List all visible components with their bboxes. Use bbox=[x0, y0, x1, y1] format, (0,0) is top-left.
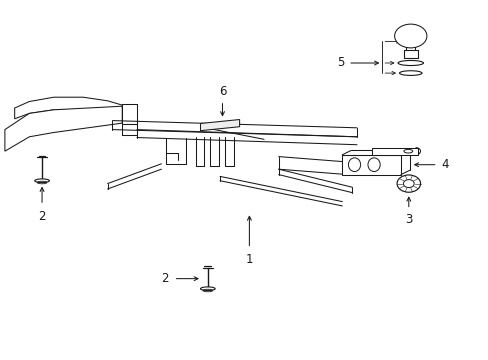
Text: 3: 3 bbox=[404, 213, 412, 226]
Text: 4: 4 bbox=[440, 158, 447, 171]
Circle shape bbox=[394, 24, 426, 48]
Bar bbox=[403, 50, 417, 58]
Bar bbox=[342, 155, 400, 175]
Text: 6: 6 bbox=[218, 85, 226, 98]
Circle shape bbox=[396, 175, 420, 192]
Text: 5: 5 bbox=[336, 57, 344, 69]
Text: 2: 2 bbox=[38, 210, 46, 223]
Ellipse shape bbox=[399, 71, 421, 76]
Polygon shape bbox=[15, 97, 122, 119]
Bar bbox=[371, 148, 417, 155]
Text: 2: 2 bbox=[161, 272, 168, 285]
Text: 1: 1 bbox=[245, 253, 253, 266]
Ellipse shape bbox=[397, 60, 423, 66]
Polygon shape bbox=[5, 106, 122, 151]
Polygon shape bbox=[200, 120, 239, 131]
Ellipse shape bbox=[35, 179, 49, 183]
Ellipse shape bbox=[200, 287, 215, 291]
